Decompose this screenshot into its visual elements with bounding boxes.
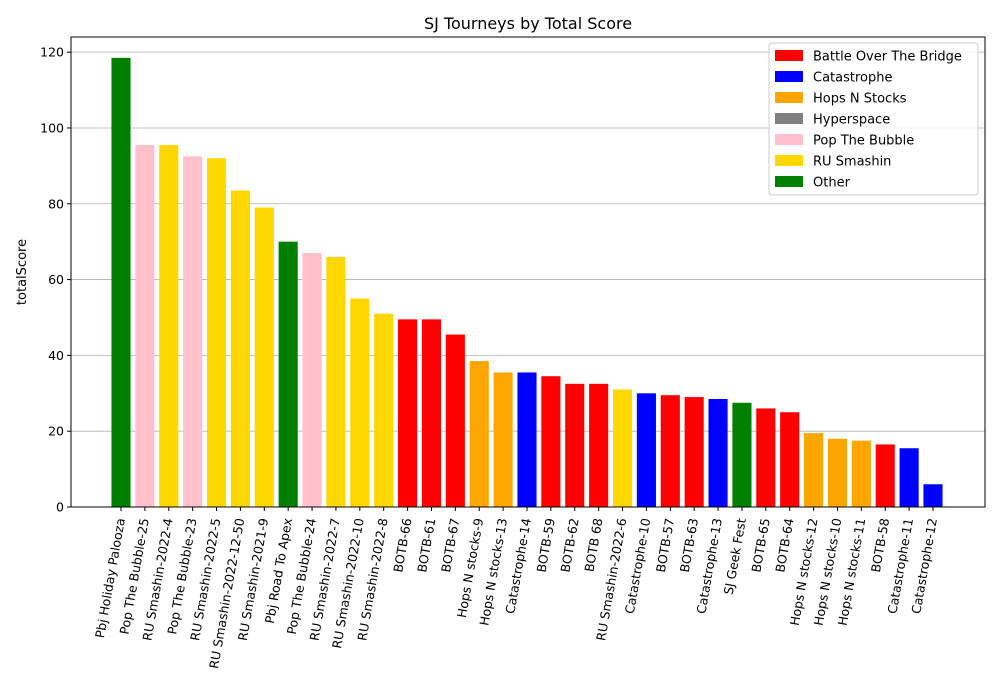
y-tick-label: 20	[48, 424, 64, 439]
x-tick-label: BOTB-61	[414, 517, 438, 574]
bar	[804, 433, 824, 507]
bar	[541, 376, 561, 507]
bar	[278, 241, 298, 507]
bar	[732, 402, 752, 507]
x-tick-label: BOTB-57	[653, 517, 677, 574]
bar	[923, 484, 943, 507]
y-tick-label: 100	[40, 120, 64, 135]
chart-title: SJ Tourneys by Total Score	[424, 14, 632, 33]
bar	[183, 156, 203, 508]
bar	[302, 253, 322, 507]
legend-swatch	[775, 134, 803, 145]
x-tick-label: SJ Geek Fest	[721, 517, 749, 596]
bar	[565, 383, 585, 507]
bar	[756, 408, 776, 507]
bar	[398, 319, 418, 507]
legend-swatch	[775, 50, 803, 61]
x-tick-label: BOTB-64	[772, 517, 796, 574]
legend-label: Hyperspace	[813, 113, 890, 128]
bar	[230, 190, 250, 508]
legend-swatch	[775, 155, 803, 166]
bar	[875, 444, 895, 507]
bar	[612, 389, 633, 507]
bar	[159, 145, 179, 507]
plot-frame	[70, 36, 986, 508]
legend-swatch	[775, 176, 803, 187]
y-tick-label: 120	[40, 45, 64, 60]
x-tick-label: BOTB 68	[581, 517, 605, 573]
x-tick-label: BOTB-58	[868, 517, 892, 574]
legend-swatch	[775, 113, 803, 124]
bar	[421, 319, 442, 507]
bar	[493, 372, 513, 507]
bar	[827, 438, 848, 507]
legend-swatch	[775, 71, 803, 82]
x-tick-label: BOTB-62	[557, 517, 581, 574]
legend-label: Hops N Stocks	[813, 92, 907, 107]
bar	[445, 334, 465, 507]
bar	[899, 448, 919, 507]
y-axis-label: totalScore	[15, 239, 30, 305]
legend: Battle Over The Bridge Catastrophe Hops N …	[768, 42, 979, 196]
x-tick-label: BOTB-67	[438, 517, 462, 574]
y-tick-label: 0	[56, 500, 64, 515]
x-tick-label: BOTB-66	[390, 517, 414, 574]
legend-label: Other	[813, 176, 851, 191]
bar	[684, 397, 704, 507]
x-tick-label: BOTB-63	[677, 517, 701, 574]
legend-label: Pop The Bubble	[813, 134, 914, 149]
bar	[135, 145, 155, 507]
bar	[660, 395, 680, 507]
bar	[350, 298, 370, 507]
legend-label: RU Smashin	[813, 155, 891, 170]
x-tick-label: BOTB-65	[748, 517, 772, 574]
bars	[111, 57, 943, 508]
bar	[851, 440, 871, 507]
bar	[374, 313, 394, 507]
bar	[111, 57, 131, 508]
bar	[469, 361, 489, 507]
bar	[780, 412, 800, 507]
bar	[708, 398, 728, 507]
legend-label: Battle Over The Bridge	[813, 50, 962, 65]
y-tick-label: 80	[48, 196, 64, 211]
legend-swatch	[775, 92, 803, 103]
bar	[254, 207, 274, 507]
x-tick-label: BOTB-59	[534, 517, 558, 574]
bar	[517, 372, 537, 507]
bar	[589, 383, 609, 507]
y-axis: 0 20 40 60 80 100 120	[40, 45, 71, 515]
y-tick-label: 40	[48, 348, 64, 363]
bar	[206, 158, 227, 507]
y-tick-label: 60	[48, 272, 64, 287]
legend-box	[768, 42, 979, 196]
legend-label: Catastrophe	[813, 71, 892, 86]
bar	[636, 393, 656, 507]
bar	[326, 256, 346, 507]
